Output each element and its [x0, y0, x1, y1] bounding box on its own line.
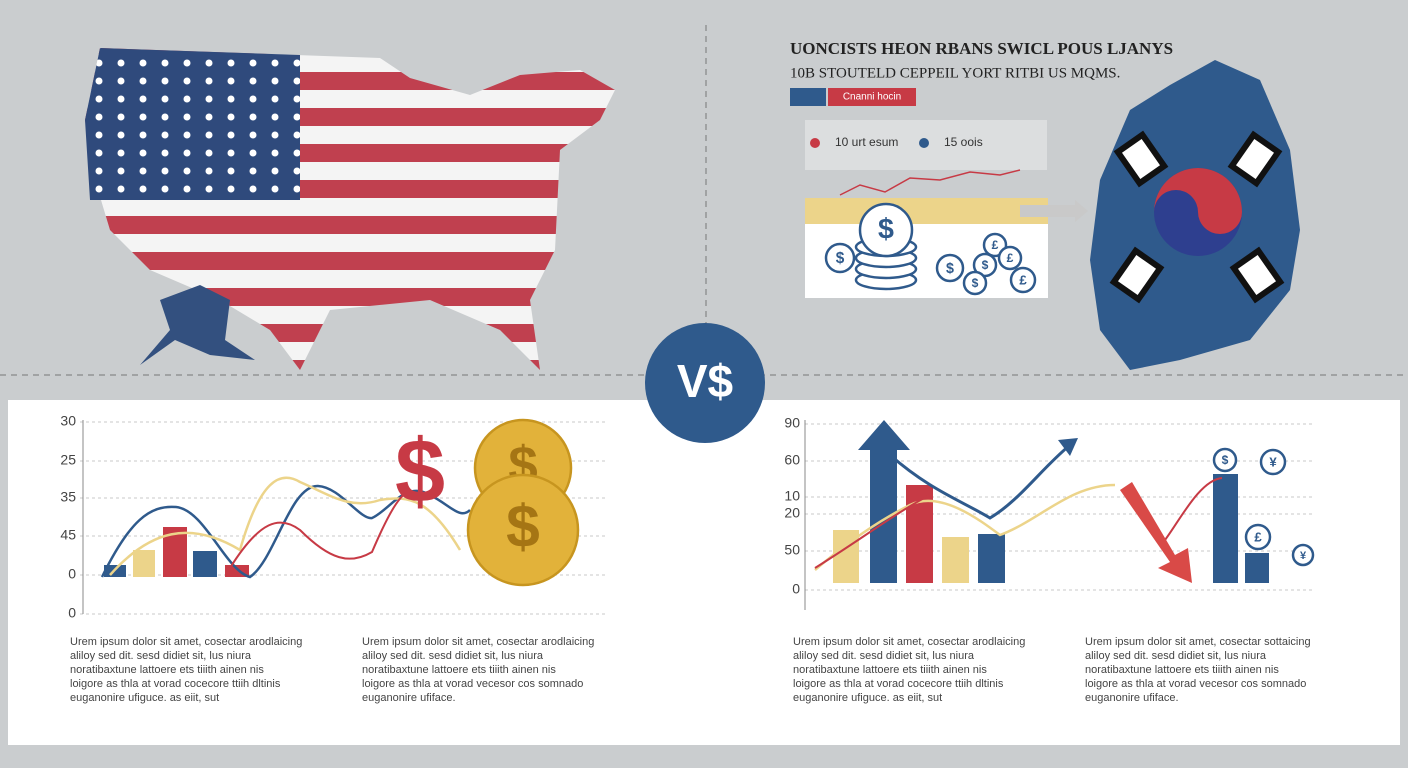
y-label: 30	[60, 413, 76, 429]
us-canton	[85, 48, 300, 200]
line	[814, 483, 1116, 571]
coin-symbol: $	[878, 214, 894, 246]
paragraph-line: aliloy sed dit. sesd didiet sit, lus niu…	[793, 650, 975, 662]
coin	[962, 270, 988, 296]
coin-symbol: $	[1222, 453, 1229, 467]
coin-symbol: £	[1007, 251, 1014, 265]
paragraph-line: Urem ipsum dolor sit amet, cosectar arod…	[793, 636, 1025, 648]
line	[109, 476, 462, 576]
line	[1164, 477, 1223, 541]
trigrams	[1109, 130, 1285, 304]
bar	[942, 537, 969, 583]
y-label: 0	[792, 581, 800, 597]
y-label: 35	[60, 489, 76, 505]
paragraph-line: Urem ipsum dolor sit amet, cosectar sott…	[1085, 636, 1311, 648]
vs-label: V$	[677, 355, 733, 407]
paragraph-line: Urem ipsum dolor sit amet, cosectar arod…	[70, 636, 302, 648]
coin	[935, 253, 965, 283]
coin-symbol: $	[982, 258, 989, 272]
bar	[1245, 553, 1269, 583]
arrow	[1020, 200, 1088, 222]
tag-box	[828, 88, 916, 106]
y-label: 0	[68, 605, 76, 621]
bar	[193, 551, 217, 577]
paragraph-line: loigore as thla at vorad vecesor cos som…	[1085, 678, 1306, 690]
coin	[824, 242, 856, 274]
coin-symbol: $	[972, 276, 979, 290]
coin	[466, 473, 580, 587]
paragraph-line: aliloy sed dit. sesd didiet sit, lus niu…	[70, 650, 252, 662]
legend-label: 10 urt esum	[835, 135, 898, 149]
line	[889, 443, 1071, 520]
coin-symbol: £	[1019, 272, 1027, 287]
dollar-sign: $	[395, 422, 445, 522]
coin	[997, 245, 1023, 271]
paragraph-line: euganonire ufiguce. as eiit, sut	[793, 692, 942, 704]
y-label: 45	[60, 527, 76, 543]
paragraph-line: aliloy sed dit. sesd didiet sit, lus niu…	[362, 650, 544, 662]
coin	[1259, 448, 1287, 476]
y-label: 50	[784, 542, 800, 558]
line	[229, 489, 411, 569]
bar	[133, 550, 155, 577]
vs-circle	[645, 323, 765, 443]
taegeuk-red	[1154, 168, 1242, 234]
coin	[1291, 543, 1315, 567]
line	[100, 484, 471, 579]
subtitle: 10B STOUTELD CEPPEIL YORT RITBI US MQMS.	[790, 65, 1120, 81]
tag: Cnanni hocin	[843, 92, 901, 103]
trigram	[1227, 130, 1283, 188]
down-arrow	[1120, 482, 1192, 583]
paragraph-line: loigore as thla at vorad cocecore ttiih …	[793, 678, 1004, 690]
sparkline	[839, 169, 1021, 196]
coin	[1212, 447, 1238, 473]
coin-symbol: $	[946, 261, 954, 277]
tag-swatch	[790, 88, 826, 106]
paragraph-line: noratibaxtune lattoere ets tiiith ainen …	[1085, 664, 1279, 676]
coin-panel-band	[805, 198, 1048, 224]
paragraph-line: noratibaxtune lattoere ets tiiith ainen …	[793, 664, 987, 676]
title: UONCISTS HEON RBANS SWICL POUS LJANYS	[790, 39, 1173, 58]
coin	[858, 202, 914, 258]
paragraph-line: Urem ipsum dolor sit amet, cosectar arod…	[362, 636, 594, 648]
paragraph-line: noratibaxtune lattoere ets tiiith ainen …	[70, 664, 264, 676]
paragraph-line: loigore as thla at vorad vecesor cos som…	[362, 678, 583, 690]
coin-symbol: £	[992, 238, 999, 252]
y-label: 90	[784, 415, 800, 431]
bar	[1213, 474, 1238, 583]
legend-label: 15 oois	[944, 135, 983, 149]
paragraph-line: euganonire ufiguce. as eiit, sut	[70, 692, 219, 704]
coin-symbol: $	[506, 492, 540, 560]
paragraph-line: euganonire ufiface.	[362, 692, 456, 704]
paragraph-line: noratibaxtune lattoere ets tiiith ainen …	[362, 664, 556, 676]
coin	[1009, 266, 1037, 294]
coin-symbol: £	[1254, 529, 1262, 544]
coin-symbol: ¥	[1300, 550, 1307, 562]
legend-dot	[919, 138, 929, 148]
coin-symbol: $	[836, 250, 845, 267]
trigram	[1109, 246, 1165, 304]
y-label: 25	[60, 452, 76, 468]
y-label: 0	[68, 566, 76, 582]
legend-dot	[810, 138, 820, 148]
trigram	[1113, 130, 1169, 188]
arrowhead	[1058, 438, 1078, 456]
coin	[1244, 523, 1272, 551]
trigram	[1229, 246, 1285, 304]
y-label: 20	[784, 505, 800, 521]
y-label: 10	[784, 488, 800, 504]
paragraph-line: euganonire ufiface.	[1085, 692, 1179, 704]
bar	[978, 534, 1005, 583]
paragraph-line: loigore as thla at vorad cocecore ttiih …	[70, 678, 281, 690]
coin-symbol: ¥	[1269, 454, 1277, 469]
alaska	[140, 285, 255, 365]
paragraph-line: aliloy sed dit. sesd didiet sit, lus niu…	[1085, 650, 1267, 662]
line	[814, 494, 931, 569]
y-label: 60	[784, 452, 800, 468]
